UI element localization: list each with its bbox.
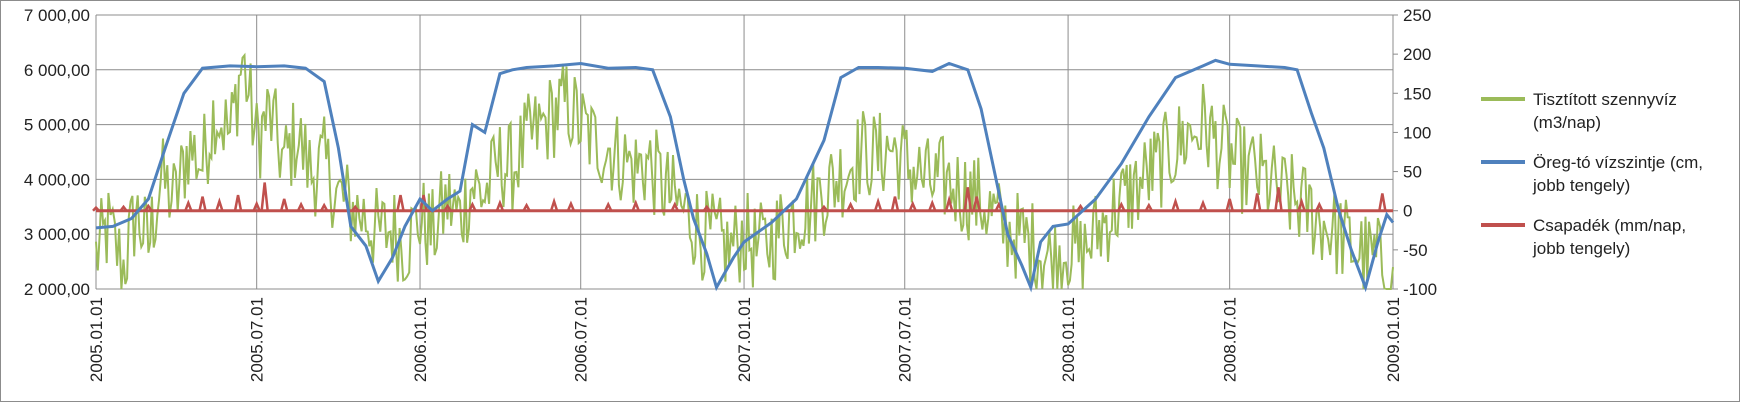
red-series-spike bbox=[908, 200, 917, 212]
series-precipitation bbox=[92, 182, 1393, 213]
legend-label-line: Tisztított szennyvíz bbox=[1533, 90, 1677, 109]
x-tick-label: 2008.07.01 bbox=[1221, 297, 1240, 382]
legend-label-line: jobb tengely) bbox=[1532, 176, 1630, 195]
legend: Tisztított szennyvíz (m3/nap) Öreg-tó vízs… bbox=[1481, 90, 1703, 258]
red-series-spike bbox=[819, 204, 828, 212]
legend-label-line: jobb tengely) bbox=[1532, 239, 1630, 258]
red-series-spike bbox=[604, 201, 613, 212]
y-left-tick-label: 5 000,00 bbox=[24, 116, 90, 135]
y-left-tick-label: 6 000,00 bbox=[24, 61, 90, 80]
y-right-tick-label: 100 bbox=[1403, 123, 1431, 142]
y-right-tick-label: 0 bbox=[1403, 202, 1412, 221]
red-series-spike bbox=[495, 199, 505, 212]
legend-label-line: (m3/nap) bbox=[1533, 113, 1601, 132]
red-series-spike bbox=[1171, 197, 1180, 212]
red-series-spike bbox=[1117, 201, 1126, 212]
y-right-tick-label: 150 bbox=[1403, 84, 1431, 103]
x-tick-label: 2006.07.01 bbox=[572, 297, 591, 382]
red-series-spike bbox=[846, 201, 855, 212]
red-series-spike bbox=[351, 204, 360, 212]
x-tick-label: 2009.01.01 bbox=[1384, 297, 1403, 382]
red-series-spike bbox=[702, 204, 711, 212]
red-series-spike bbox=[443, 203, 452, 212]
red-series-spike bbox=[396, 194, 405, 211]
tick-labels: 2 000,00 3 000,00 4 000,00 5 000,00 6 000,00… bbox=[24, 6, 1437, 382]
red-series-spike bbox=[873, 197, 883, 212]
x-tick-label: 2007.01.01 bbox=[735, 297, 754, 382]
legend-label-line: Csapadék (mm/nap, bbox=[1533, 216, 1686, 235]
y-left-tick-label: 4 000,00 bbox=[24, 170, 90, 189]
red-series-spike bbox=[1274, 187, 1283, 211]
red-series-spike bbox=[1252, 193, 1262, 211]
legend-label: Csapadék (mm/nap, jobb tengely) bbox=[1532, 216, 1686, 258]
red-series-spike bbox=[566, 200, 576, 212]
red-series-spike bbox=[198, 196, 207, 211]
y-left-tick-label: 7 000,00 bbox=[24, 6, 90, 25]
red-series-spike bbox=[233, 194, 243, 211]
x-tick-label: 2008.01.01 bbox=[1059, 297, 1078, 382]
red-series-spike bbox=[1297, 197, 1306, 212]
red-series-spike bbox=[944, 195, 954, 212]
red-series-spike bbox=[631, 199, 640, 212]
blue-series-line bbox=[95, 58, 1395, 293]
legend-label: Tisztított szennyvíz (m3/nap) bbox=[1533, 90, 1677, 132]
red-series-spike bbox=[252, 200, 261, 212]
red-series-spike bbox=[1198, 199, 1208, 212]
red-series-spike bbox=[296, 201, 306, 212]
series-lake-water-level bbox=[95, 58, 1395, 293]
green-series-line bbox=[95, 52, 1394, 290]
red-series-spike bbox=[890, 196, 900, 211]
y-right-tick-label: -50 bbox=[1403, 241, 1428, 260]
y-right-tick-label: 200 bbox=[1403, 45, 1431, 64]
red-series-spike bbox=[1144, 202, 1153, 212]
red-series-spike bbox=[963, 187, 973, 211]
red-series-spike bbox=[92, 205, 100, 212]
red-series-spike bbox=[279, 198, 289, 212]
red-series-spike bbox=[1378, 193, 1387, 211]
series-treated-wastewater bbox=[95, 52, 1394, 290]
red-series-spike bbox=[184, 199, 193, 212]
red-series-spike bbox=[144, 203, 153, 212]
red-series-spike bbox=[119, 204, 128, 212]
red-series-spike bbox=[549, 197, 559, 212]
legend-label: Öreg-tó vízszintje (cm, jobb tengely) bbox=[1532, 153, 1703, 195]
red-series-spike bbox=[1315, 201, 1324, 212]
red-series-spike bbox=[468, 201, 477, 212]
x-tick-label: 2005.07.01 bbox=[248, 297, 267, 382]
red-series-spike bbox=[320, 202, 329, 212]
red-series-spike bbox=[1225, 198, 1234, 212]
y-right-tick-label: -100 bbox=[1403, 280, 1437, 299]
red-series-spike bbox=[522, 202, 531, 212]
red-series-spike bbox=[670, 201, 679, 212]
x-tick-label: 2005.01.01 bbox=[87, 297, 106, 382]
red-series-spike bbox=[260, 182, 269, 211]
y-right-tick-label: 50 bbox=[1403, 163, 1422, 182]
legend-label-line: Öreg-tó vízszintje (cm, bbox=[1533, 153, 1703, 172]
red-series-spike bbox=[972, 196, 981, 211]
y-right-tick-label: 250 bbox=[1403, 6, 1431, 25]
x-tick-label: 2006.01.01 bbox=[411, 297, 430, 382]
axes bbox=[95, 14, 1398, 290]
x-tick-label: 2007.07.01 bbox=[896, 297, 915, 382]
y-left-tick-label: 3 000,00 bbox=[24, 225, 90, 244]
red-series-spike bbox=[928, 199, 937, 212]
y-left-tick-label: 2 000,00 bbox=[24, 280, 90, 299]
red-series-spike bbox=[215, 197, 224, 212]
